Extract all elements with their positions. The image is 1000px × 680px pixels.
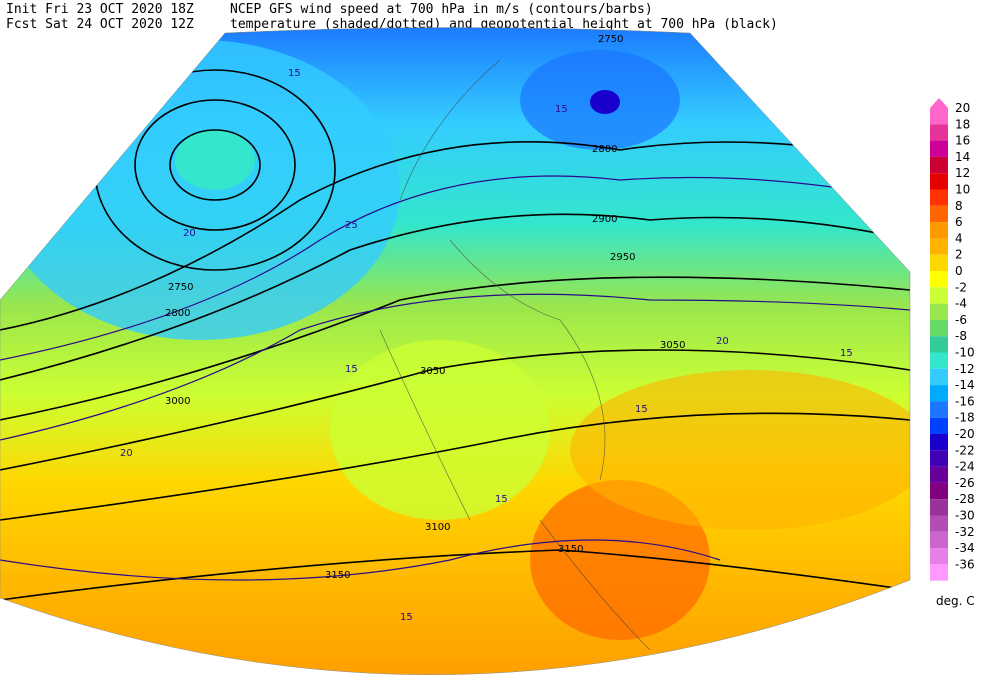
wind-label: 15 xyxy=(555,104,568,115)
colorbar-label: -34 xyxy=(955,541,975,555)
wind-label: 15 xyxy=(495,494,508,505)
colorbar-label: -2 xyxy=(955,280,967,294)
wind-label: 15 xyxy=(840,348,853,359)
colorbar-swatch xyxy=(930,271,948,288)
warm-region xyxy=(570,370,910,530)
colorbar-swatch xyxy=(930,189,948,206)
colorbar-swatch xyxy=(930,548,948,565)
colorbar-swatch xyxy=(930,417,948,434)
colorbar-label: 4 xyxy=(955,231,963,245)
colorbar-swatch xyxy=(930,303,948,320)
map xyxy=(0,27,910,675)
height-label: 2750 xyxy=(598,34,623,45)
cold-region xyxy=(175,130,255,190)
wind-label: 15 xyxy=(345,364,358,375)
colorbar-swatch xyxy=(930,205,948,223)
colorbar-swatch xyxy=(930,124,948,141)
colorbar-unit: deg. C xyxy=(936,594,975,608)
height-labels: 2750 2800 2900 2950 3000 3050 3050 3100 … xyxy=(165,34,685,581)
colorbar-label: 10 xyxy=(955,183,970,197)
colorbar-label: -14 xyxy=(955,378,975,392)
colorbar-label: -30 xyxy=(955,509,975,523)
colorbar-label: 18 xyxy=(955,117,970,131)
colorbar-swatch xyxy=(930,287,948,304)
colorbar-label: 14 xyxy=(955,150,970,164)
colorbar-label: -10 xyxy=(955,346,975,360)
colorbar-arrow xyxy=(930,98,948,108)
height-label: 3050 xyxy=(420,366,445,377)
title-line: NCEP GFS wind speed at 700 hPa in m/s (c… xyxy=(230,2,653,17)
colorbar-label: 16 xyxy=(955,134,970,148)
wind-label: 20 xyxy=(716,336,729,347)
colorbar-label: -32 xyxy=(955,525,975,539)
colorbar-swatch xyxy=(930,319,948,337)
coastlines xyxy=(379,59,651,651)
height-label: 2800 xyxy=(592,144,617,155)
init-time: Init Fri 23 OCT 2020 18Z xyxy=(6,2,194,17)
colorbar-label: -22 xyxy=(955,443,975,457)
colorbar-label: -20 xyxy=(955,427,975,441)
map-border xyxy=(0,27,911,675)
cool-region xyxy=(330,340,550,520)
forecast-time: Fcst Sat 24 OCT 2020 12Z xyxy=(6,17,194,32)
height-label: 2750 xyxy=(168,282,193,293)
colorbar-label: -12 xyxy=(955,362,975,376)
wind-contours xyxy=(0,175,910,581)
colorbar-swatch xyxy=(930,466,948,483)
colorbar-label: -4 xyxy=(955,297,967,311)
height-label: 3000 xyxy=(165,396,190,407)
colorbar-label: -18 xyxy=(955,411,975,425)
colorbar-swatch xyxy=(930,336,948,353)
colorbar-label: -6 xyxy=(955,313,967,327)
colorbar-swatch xyxy=(930,254,948,271)
colorbar-swatch xyxy=(930,156,948,174)
wind-label: 15 xyxy=(288,68,301,79)
wind-label: 15 xyxy=(400,612,413,623)
colorbar-swatch xyxy=(930,238,948,255)
cold-region xyxy=(0,40,400,340)
colorbar-label: -28 xyxy=(955,492,975,506)
colorbar-label: 8 xyxy=(955,199,963,213)
colorbar-label: 20 xyxy=(955,101,970,115)
colorbar-label: 12 xyxy=(955,166,970,180)
colorbar-label: -24 xyxy=(955,460,975,474)
colorbar-swatch xyxy=(930,482,948,500)
colorbar-label: 0 xyxy=(955,264,963,278)
height-label: 2900 xyxy=(592,214,617,225)
colorbar-label: 2 xyxy=(955,248,963,262)
height-label: 3150 xyxy=(325,570,350,581)
colorbar-swatch xyxy=(930,564,948,581)
colorbar-swatch xyxy=(930,434,948,451)
wind-label: 20 xyxy=(120,448,133,459)
colorbar-swatch xyxy=(930,352,948,369)
colorbar-label: -16 xyxy=(955,394,975,408)
colorbar-label: -8 xyxy=(955,329,967,343)
wind-label: 20 xyxy=(183,228,196,239)
colorbar-swatch xyxy=(930,531,948,549)
colorbar-swatch xyxy=(930,385,948,402)
colorbar: 20181614121086420-2-4-6-8-10-12-14-16-18… xyxy=(930,98,975,581)
height-label: 2950 xyxy=(610,252,635,263)
colorbar-swatch xyxy=(930,515,948,532)
colorbar-swatch xyxy=(930,499,948,516)
height-label: 3050 xyxy=(660,340,685,351)
colorbar-swatch xyxy=(930,450,948,467)
colorbar-swatch xyxy=(930,222,948,239)
height-label: 3100 xyxy=(425,522,450,533)
height-label: 2800 xyxy=(165,308,190,319)
colorbar-swatch xyxy=(930,140,948,157)
colorbar-label: 6 xyxy=(955,215,963,229)
colorbar-label: -36 xyxy=(955,557,975,571)
colorbar-swatch xyxy=(930,173,948,190)
colorbar-swatch xyxy=(930,368,948,386)
cold-core xyxy=(590,90,620,114)
colorbar-swatch xyxy=(930,401,948,418)
colorbar-label: -26 xyxy=(955,476,975,490)
wind-label: 15 xyxy=(635,404,648,415)
height-label: 3150 xyxy=(558,544,583,555)
colorbar-swatch xyxy=(930,108,948,125)
wind-label: 25 xyxy=(345,220,358,231)
wind-labels: 15 15 20 25 15 20 15 15 20 15 15 xyxy=(120,68,853,623)
